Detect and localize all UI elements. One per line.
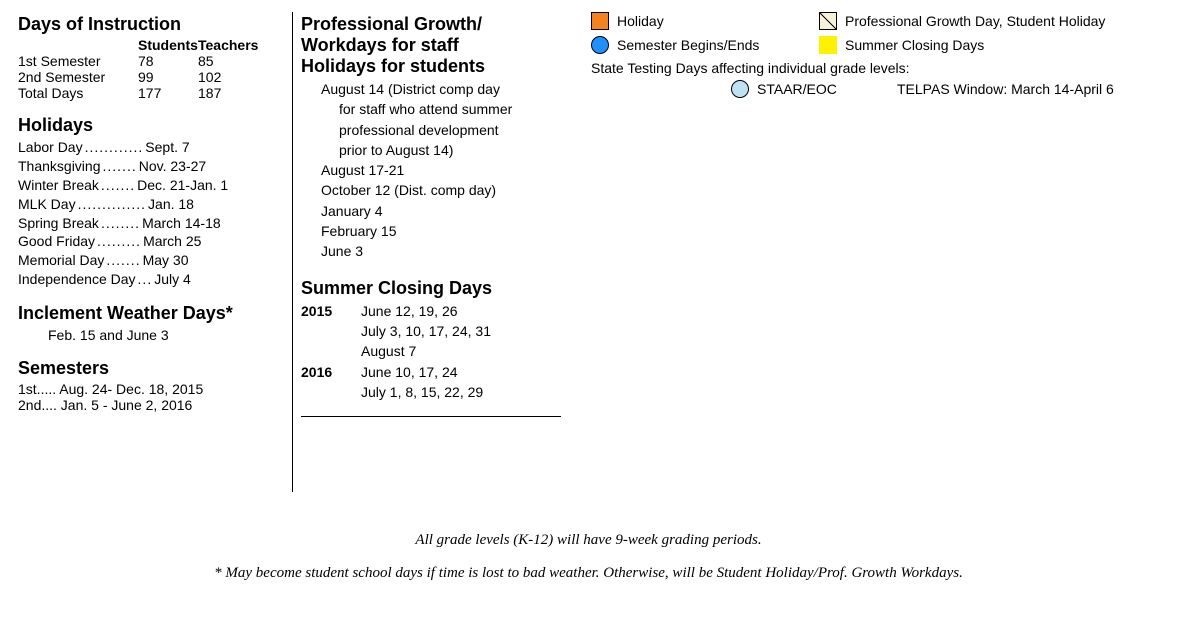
legend-staar: STAAR/EOC xyxy=(757,81,897,97)
days-heading: Days of Instruction xyxy=(18,14,288,35)
holiday-row: Labor Day............Sept. 7 xyxy=(18,138,288,157)
workday-item: August 14 (District comp day xyxy=(321,79,581,99)
horizontal-rule xyxy=(301,416,561,417)
holiday-row: Thanksgiving.......Nov. 23-27 xyxy=(18,157,288,176)
instruction-row: 1st Semester 78 85 xyxy=(18,53,288,69)
semesters-heading: Semesters xyxy=(18,358,288,379)
holidays-heading: Holidays xyxy=(18,115,288,136)
holiday-row: Memorial Day.......May 30 xyxy=(18,251,288,270)
summer-heading: Summer Closing Days xyxy=(301,278,581,299)
legend-column: Holiday Professional Growth Day, Student… xyxy=(581,12,1159,98)
workday-item: prior to August 14) xyxy=(321,140,581,160)
prof-growth-swatch-icon xyxy=(819,12,837,30)
summer-year: 2016 xyxy=(301,362,361,382)
semester-circle-icon xyxy=(591,36,609,54)
students-header: Students xyxy=(138,37,198,53)
summer-swatch-icon xyxy=(819,36,837,54)
legend-telpas: TELPAS Window: March 14-April 6 xyxy=(897,81,1114,97)
workday-item: August 17-21 xyxy=(321,160,581,180)
workday-item: professional development xyxy=(321,120,581,140)
holiday-row: Independence Day...July 4 xyxy=(18,270,288,289)
legend-holiday: Holiday xyxy=(617,13,664,29)
holiday-row: Spring Break........March 14-18 xyxy=(18,214,288,233)
summer-dates: August 7 xyxy=(361,341,416,361)
holiday-row: Good Friday.........March 25 xyxy=(18,232,288,251)
workday-item: February 15 xyxy=(321,221,581,241)
teachers-header: Teachers xyxy=(198,37,268,53)
summer-dates: June 10, 17, 24 xyxy=(361,362,458,382)
column-divider xyxy=(292,12,293,492)
instruction-row: 2nd Semester 99 102 xyxy=(18,69,288,85)
holiday-row: Winter Break.......Dec. 21-Jan. 1 xyxy=(18,176,288,195)
workdays-column: Professional Growth/ Workdays for staff … xyxy=(301,12,581,423)
growth-heading-3: Holidays for students xyxy=(301,56,581,77)
workday-item: for staff who attend summer xyxy=(321,99,581,119)
workday-item: June 3 xyxy=(321,241,581,261)
legend-summer: Summer Closing Days xyxy=(845,37,984,53)
growth-heading-1: Professional Growth/ xyxy=(301,14,581,35)
footer-grading: All grade levels (K-12) will have 9-week… xyxy=(18,532,1159,549)
footer-weather-note: * May become student school days if time… xyxy=(18,565,1159,582)
legend-semester: Semester Begins/Ends xyxy=(617,37,759,53)
workday-item: January 4 xyxy=(321,201,581,221)
testing-line: State Testing Days affecting individual … xyxy=(591,60,1159,76)
holiday-row: MLK Day..............Jan. 18 xyxy=(18,195,288,214)
summer-dates: July 1, 8, 15, 22, 29 xyxy=(361,382,483,402)
holiday-swatch-icon xyxy=(591,12,609,30)
weather-heading: Inclement Weather Days* xyxy=(18,303,288,324)
days-of-instruction-column: Days of Instruction Students Teachers 1s… xyxy=(18,12,288,413)
growth-heading-2: Workdays for staff xyxy=(301,35,581,56)
instruction-row: Total Days 177 187 xyxy=(18,85,288,101)
summer-dates: July 3, 10, 17, 24, 31 xyxy=(361,321,491,341)
weather-text: Feb. 15 and June 3 xyxy=(18,326,288,344)
semester-1: 1st..... Aug. 24- Dec. 18, 2015 xyxy=(18,381,288,397)
workday-item: October 12 (Dist. comp day) xyxy=(321,180,581,200)
staar-circle-icon xyxy=(731,80,749,98)
summer-dates: June 12, 19, 26 xyxy=(361,301,458,321)
summer-year: 2015 xyxy=(301,301,361,321)
semester-2: 2nd.... Jan. 5 - June 2, 2016 xyxy=(18,397,288,413)
legend-prof: Professional Growth Day, Student Holiday xyxy=(845,13,1105,29)
